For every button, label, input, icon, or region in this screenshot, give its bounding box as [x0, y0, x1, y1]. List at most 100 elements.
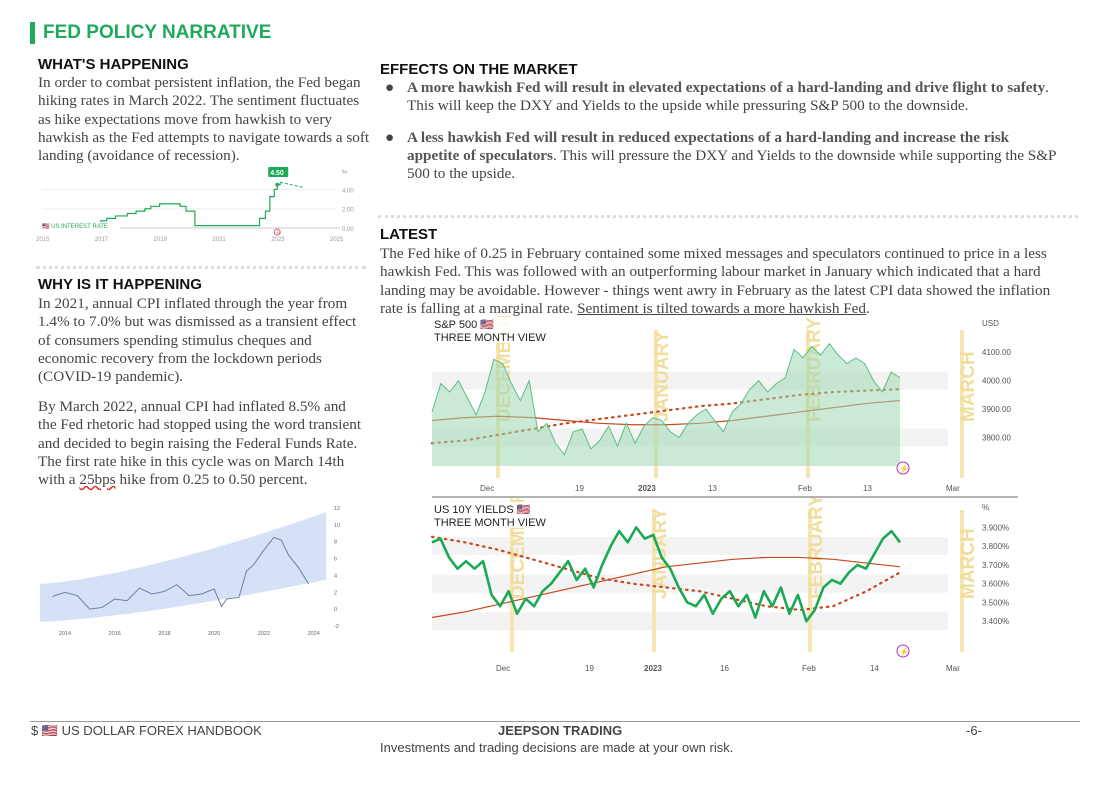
why-paragraph-2: By March 2022, annual CPI had inflated 8… [38, 398, 368, 489]
slow-moving-average [431, 556, 901, 619]
rate-line [42, 182, 281, 227]
effects-bullet-2-bold: A less hawkish Fed will result in reduce… [407, 128, 1010, 164]
price-line [431, 526, 902, 623]
chart-title-bg [432, 502, 554, 528]
cpi-chart: -2 0 2 4 6 8 10 12 2014 2016 2018 2020 2022 2024 [40, 506, 340, 637]
month-band [510, 510, 514, 652]
price-xtick-label: 16 [720, 664, 729, 673]
month-band [808, 510, 812, 652]
month-band [960, 510, 964, 652]
rate-xtick-label: 2021 [212, 237, 226, 243]
price-ytick-label: 3.800% [982, 542, 1009, 551]
latest-sentiment-link: Sentiment is tilted towards a more hawki… [577, 299, 867, 317]
price-xtick-label: 2023 [644, 664, 662, 673]
lightning-icon: ⚡ [899, 464, 909, 474]
chart-title-line1: US 10Y YIELDS 🇺🇸 [434, 503, 531, 516]
effects-bullet-1: ● A more hawkish Fed will result in elev… [385, 79, 1065, 116]
month-label: MARCH [958, 528, 979, 599]
price-xtick-label: Feb [802, 664, 816, 673]
rate-xtick-label: 2019 [154, 237, 168, 243]
lightning-icon: ⚡ [275, 229, 281, 236]
price-xtick-label: 2023 [638, 484, 656, 493]
bullet-dot-icon: ● [385, 128, 395, 146]
cpi-xtick-label: 2016 [109, 631, 121, 637]
effects-heading: EFFECTS ON THE MARKET [380, 61, 578, 78]
cpi-xtick-label: 2024 [308, 631, 320, 637]
price-ytick-label: 3.900% [982, 523, 1009, 532]
lightning-icon [896, 644, 910, 658]
cpi-ytick-label: 12 [334, 506, 340, 512]
price-ytick-label: 3900.00 [982, 405, 1011, 414]
rate-ytick-label: 4.00 [342, 188, 354, 194]
footer-brand: JEEPSON TRADING [498, 723, 623, 738]
price-xtick-label: Dec [496, 664, 510, 673]
price-xtick-label: Dec [480, 484, 494, 493]
footer-left: $ 🇺🇸 US DOLLAR FOREX HANDBOOK [31, 723, 262, 738]
lightning-icon [273, 228, 281, 236]
latest-end: . [866, 299, 870, 317]
lightning-icon: ⚡ [899, 647, 909, 657]
interest-rate-chart: 0.00 2.00 4.00% 2015 2017 2019 2021 2023 2025 4.5… [36, 167, 354, 243]
month-label: MARCH [958, 351, 979, 422]
price-band-row [432, 574, 948, 593]
chart-title-line2: THREE MONTH VIEW [434, 332, 546, 344]
cpi-ytick-label: 6 [334, 557, 337, 563]
rate-last-point [275, 182, 279, 187]
cpi-ytick-label: 8 [334, 540, 337, 546]
price-ytick-label: 4100.00 [982, 348, 1011, 357]
fast-moving-average-dotted [430, 535, 902, 612]
why-paragraph-1: In 2021, annual CPI inflated through the… [38, 295, 357, 386]
price-ytick-label: 3.700% [982, 561, 1009, 570]
us10y-chart: DECEMBER JANUARY FEBRUARY MARCH3.400%3.500%… [430, 498, 1009, 673]
price-band-row [432, 537, 948, 556]
why-heading: WHY IS IT HAPPENING [38, 276, 202, 293]
price-unit-label: % [982, 503, 989, 512]
rate-unit-label: % [342, 170, 348, 176]
rate-legend-bg [40, 222, 120, 230]
why-para2-bps: 25bps [79, 471, 116, 489]
rate-badge-value: 4.50 [270, 170, 284, 177]
spx-chart: DECEMBERJANUARYFEBRUARYMARCH3800.003900.… [430, 316, 1018, 498]
price-ytick-label: 3.600% [982, 580, 1009, 589]
rate-badge-bg [268, 167, 289, 177]
title-bar: FED POLICY NARRATIVE [30, 22, 271, 44]
effects-bullet-1-bold: A more hawkish Fed will result in elevat… [407, 79, 1046, 96]
price-ytick-label: 4000.00 [982, 377, 1011, 386]
month-band [654, 330, 658, 478]
price-xtick-label: 14 [870, 664, 879, 673]
cpi-ytick-label: 0 [334, 607, 337, 613]
effects-list: ● A more hawkish Fed will result in elev… [385, 79, 1065, 196]
month-label: FEBRUARY [806, 498, 827, 599]
effects-bullet-1-rest: . This will keep the DXY and Yields to t… [407, 79, 1049, 115]
divider-right [378, 215, 1078, 218]
cpi-xtick-label: 2020 [208, 631, 220, 637]
footer-rule [30, 721, 1080, 722]
rate-ytick-label: 0.00 [342, 227, 354, 233]
cpi-trend-band [40, 512, 326, 622]
price-xtick-label: Mar [946, 484, 960, 493]
divider-left [36, 266, 366, 269]
price-xtick-label: Mar [946, 664, 960, 673]
cpi-line [52, 536, 310, 610]
price-ytick-label: 3800.00 [982, 434, 1011, 443]
rate-projection-line [280, 181, 304, 188]
whats-happening-heading: WHAT'S HAPPENING [38, 56, 189, 73]
price-xtick-label: 13 [863, 484, 872, 493]
latest-text: The Fed hike of 0.25 in February contain… [380, 245, 1075, 318]
price-band-row [432, 612, 948, 631]
cpi-ytick-label: 4 [334, 573, 337, 579]
rate-xtick-label: 2015 [36, 237, 50, 243]
chart-title-bg [432, 317, 554, 343]
page-number: -6- [966, 723, 982, 738]
month-band [652, 510, 656, 652]
price-line [431, 342, 901, 456]
page-title: FED POLICY NARRATIVE [43, 22, 272, 43]
price-unit-label: USD [982, 319, 999, 328]
price-xtick-label: Feb [798, 484, 812, 493]
price-ytick-label: 3.400% [982, 617, 1009, 626]
month-label: JANUARY [652, 331, 673, 422]
rate-xtick-label: 2017 [95, 237, 109, 243]
cpi-xtick-label: 2014 [59, 631, 71, 637]
cpi-ytick-label: 2 [334, 590, 337, 596]
price-xtick-label: 19 [575, 484, 584, 493]
